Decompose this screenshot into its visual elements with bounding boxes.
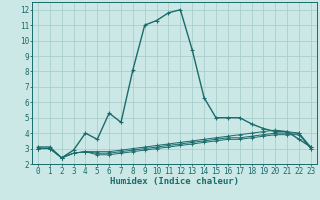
X-axis label: Humidex (Indice chaleur): Humidex (Indice chaleur)	[110, 177, 239, 186]
